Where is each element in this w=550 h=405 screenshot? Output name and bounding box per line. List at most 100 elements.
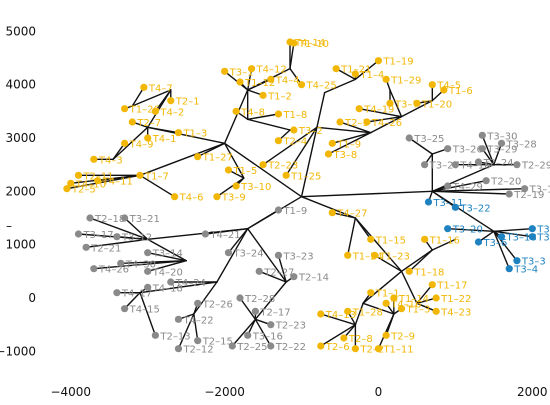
tree-branch [400,99,434,118]
data-label: T2–21 [90,243,121,254]
tree-leaf-branch [146,126,180,134]
data-point [440,86,448,94]
tree-leaf-branch [123,217,149,241]
tree-branch [139,142,226,177]
data-point [413,99,421,107]
tree-leaf-branch [493,227,534,233]
data-point [324,150,333,158]
tree-leaf-branch [373,254,403,273]
tree-leaf-branch [258,270,287,283]
tree-branch [316,126,372,134]
data-label: T1–6 [448,86,473,97]
data-point [167,278,175,286]
tree-leaf-branch [320,323,357,347]
data-point [174,129,183,137]
data-label: T1–3 [406,305,431,316]
data-point [74,230,83,238]
tree-branch [300,195,357,219]
data-point [351,70,359,78]
data-label: T4–21 [209,230,240,241]
data-point [144,249,152,257]
tree-branch [139,281,218,294]
data-point [386,99,394,107]
data-point [117,259,125,267]
data-label: T4–19 [363,105,394,116]
data-point [405,267,413,275]
tree-leaf-branch [408,249,434,273]
x-axis-ticks: −4000 −2000 0 2000 [50,385,547,399]
tree-leaf-branch [339,121,372,134]
y-tick-label: 4000 [5,78,36,92]
data-point [140,83,148,91]
data-label: T4–6 [179,193,204,204]
data-label: T4–8 [240,107,265,118]
data-point [428,81,436,89]
tree-branch [131,89,172,107]
data-label: T1–25 [290,171,321,182]
data-label: T3–5 [536,225,550,236]
tree-leaf-branch [354,217,372,241]
data-point [528,233,536,241]
data-label: T2–17 [259,307,290,318]
data-label: T2–5 [71,185,96,196]
data-point [121,305,129,313]
data-label: T4–23 [440,307,471,318]
tree-leaf-branch [408,137,434,155]
data-label: T3–19 [536,233,550,244]
tree-branch [370,115,403,134]
data-label: T4–30 [125,259,156,270]
tree-leaf-branch [89,217,149,241]
data-label: T3–28 [506,139,537,150]
tree-branch [223,142,245,179]
tree-branch [431,238,457,251]
data-label: T2–12 [182,345,213,356]
data-label: T4–7 [148,83,173,94]
data-label: T2–23 [275,321,306,332]
data-point [505,265,513,273]
data-point [171,193,179,201]
tree-leaf-branch [346,217,357,257]
data-label: T1–3 [182,129,207,140]
data-label: T1–1 [375,289,400,300]
data-label: T3–16 [252,331,283,342]
data-point [94,177,102,185]
tree-leaf-branch [123,291,141,310]
data-point [363,118,371,126]
data-point [267,321,275,329]
data-point [74,171,83,179]
data-label: T1–14 [398,294,429,305]
tree-branch [300,126,318,198]
data-point [113,233,121,241]
tree-branch [316,91,326,129]
tree-branch [400,249,434,273]
data-label: T1–27 [202,153,233,164]
data-point [421,161,429,169]
data-point [478,145,486,153]
data-point [251,307,259,315]
data-point [151,331,159,339]
data-label: T2–11 [82,171,113,182]
data-label: T3–9 [221,193,246,204]
data-point [355,105,363,113]
data-label: T4–16 [390,299,421,310]
data-point [232,107,240,115]
data-point [432,307,440,315]
data-point [344,307,352,315]
data-label: T3–29 [486,145,517,156]
data-point [194,337,202,345]
data-label: T4–24 [175,278,206,289]
data-label: T3–4 [513,265,538,276]
data-point [478,131,486,139]
tree-leaf-branch [377,313,395,350]
data-point [528,225,536,233]
tree-leaf-branch [431,190,510,195]
data-point [67,179,75,187]
tree-branch [362,270,403,305]
y-tick-label: 3000 [5,131,36,145]
tree-leaf-branch [289,42,295,70]
data-point [497,233,506,241]
data-point [382,75,390,83]
data-point [297,81,306,89]
data-label: T3–23 [282,251,313,262]
tree-branch [354,217,403,273]
